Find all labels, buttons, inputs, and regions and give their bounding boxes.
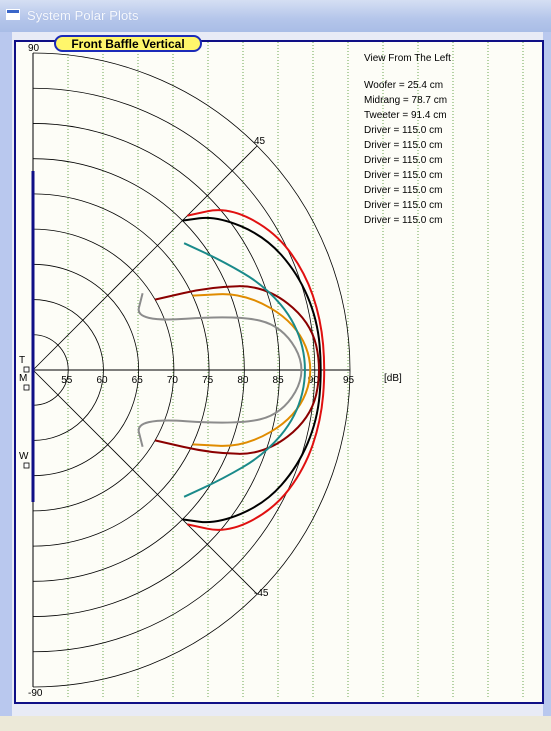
- driver-entry: Driver = 115.0 cm: [364, 125, 443, 136]
- title-bar: System Polar Plots: [0, 0, 551, 32]
- driver-entry: Driver = 115.0 cm: [364, 140, 443, 151]
- driver-entry: Driver = 115.0 cm: [364, 170, 443, 181]
- driver-entry: Driver = 115.0 cm: [364, 200, 443, 211]
- window-frame-left: [0, 32, 12, 716]
- driver-info-panel: View From The Left Woofer = 25.4 cm Midra…: [364, 51, 451, 228]
- window-icon: [6, 9, 20, 20]
- window-frame-right: [543, 32, 551, 716]
- radial-tick-label: 70: [167, 375, 179, 386]
- radial-tick-label: 80: [237, 375, 249, 386]
- driver-marker: [23, 366, 30, 373]
- driver-entry: Tweeter = 91.4 cm: [364, 110, 447, 121]
- unit-label: [dB]: [384, 373, 402, 384]
- driver-marker: [23, 462, 30, 469]
- response-curve: [154, 285, 320, 455]
- driver-marker-label: T: [19, 355, 25, 366]
- response-curve: [187, 209, 326, 531]
- driver-entry: Midrang = 78.7 cm: [364, 95, 448, 106]
- angle-label-upper: 45: [254, 136, 266, 147]
- driver-marker-label: W: [19, 451, 29, 462]
- driver-entry: Driver = 115.0 cm: [364, 155, 443, 166]
- radial-tick-label: 90: [308, 375, 320, 386]
- diagonal-axis-minus45: [32, 369, 258, 595]
- radial-tick-label: 75: [202, 375, 214, 386]
- response-curve: [183, 242, 306, 498]
- diagonal-axis-45: [32, 145, 258, 371]
- response-curve: [182, 216, 322, 524]
- chart-title: Front Baffle Vertical: [54, 35, 202, 52]
- window-title: System Polar Plots: [27, 8, 139, 23]
- radial-tick-label: 85: [273, 375, 285, 386]
- response-curve: [137, 292, 303, 448]
- response-curve: [192, 293, 312, 447]
- angle-label-bottom: -90: [28, 688, 43, 699]
- driver-marker-label: M: [19, 373, 27, 384]
- radial-tick-label: 55: [61, 375, 73, 386]
- driver-entry: Driver = 115.0 cm: [364, 215, 443, 226]
- radial-tick-label: 65: [132, 375, 144, 386]
- angle-label-top: 90: [28, 43, 40, 54]
- driver-marker: [23, 384, 30, 391]
- driver-entry: Woofer = 25.4 cm: [364, 80, 444, 91]
- view-label: View From The Left: [364, 53, 451, 64]
- driver-entry: Driver = 115.0 cm: [364, 185, 443, 196]
- radial-tick-label: 95: [343, 375, 355, 386]
- plot-area: [14, 40, 544, 704]
- angle-label-lower: -45: [254, 588, 269, 599]
- radial-tick-label: 60: [96, 375, 108, 386]
